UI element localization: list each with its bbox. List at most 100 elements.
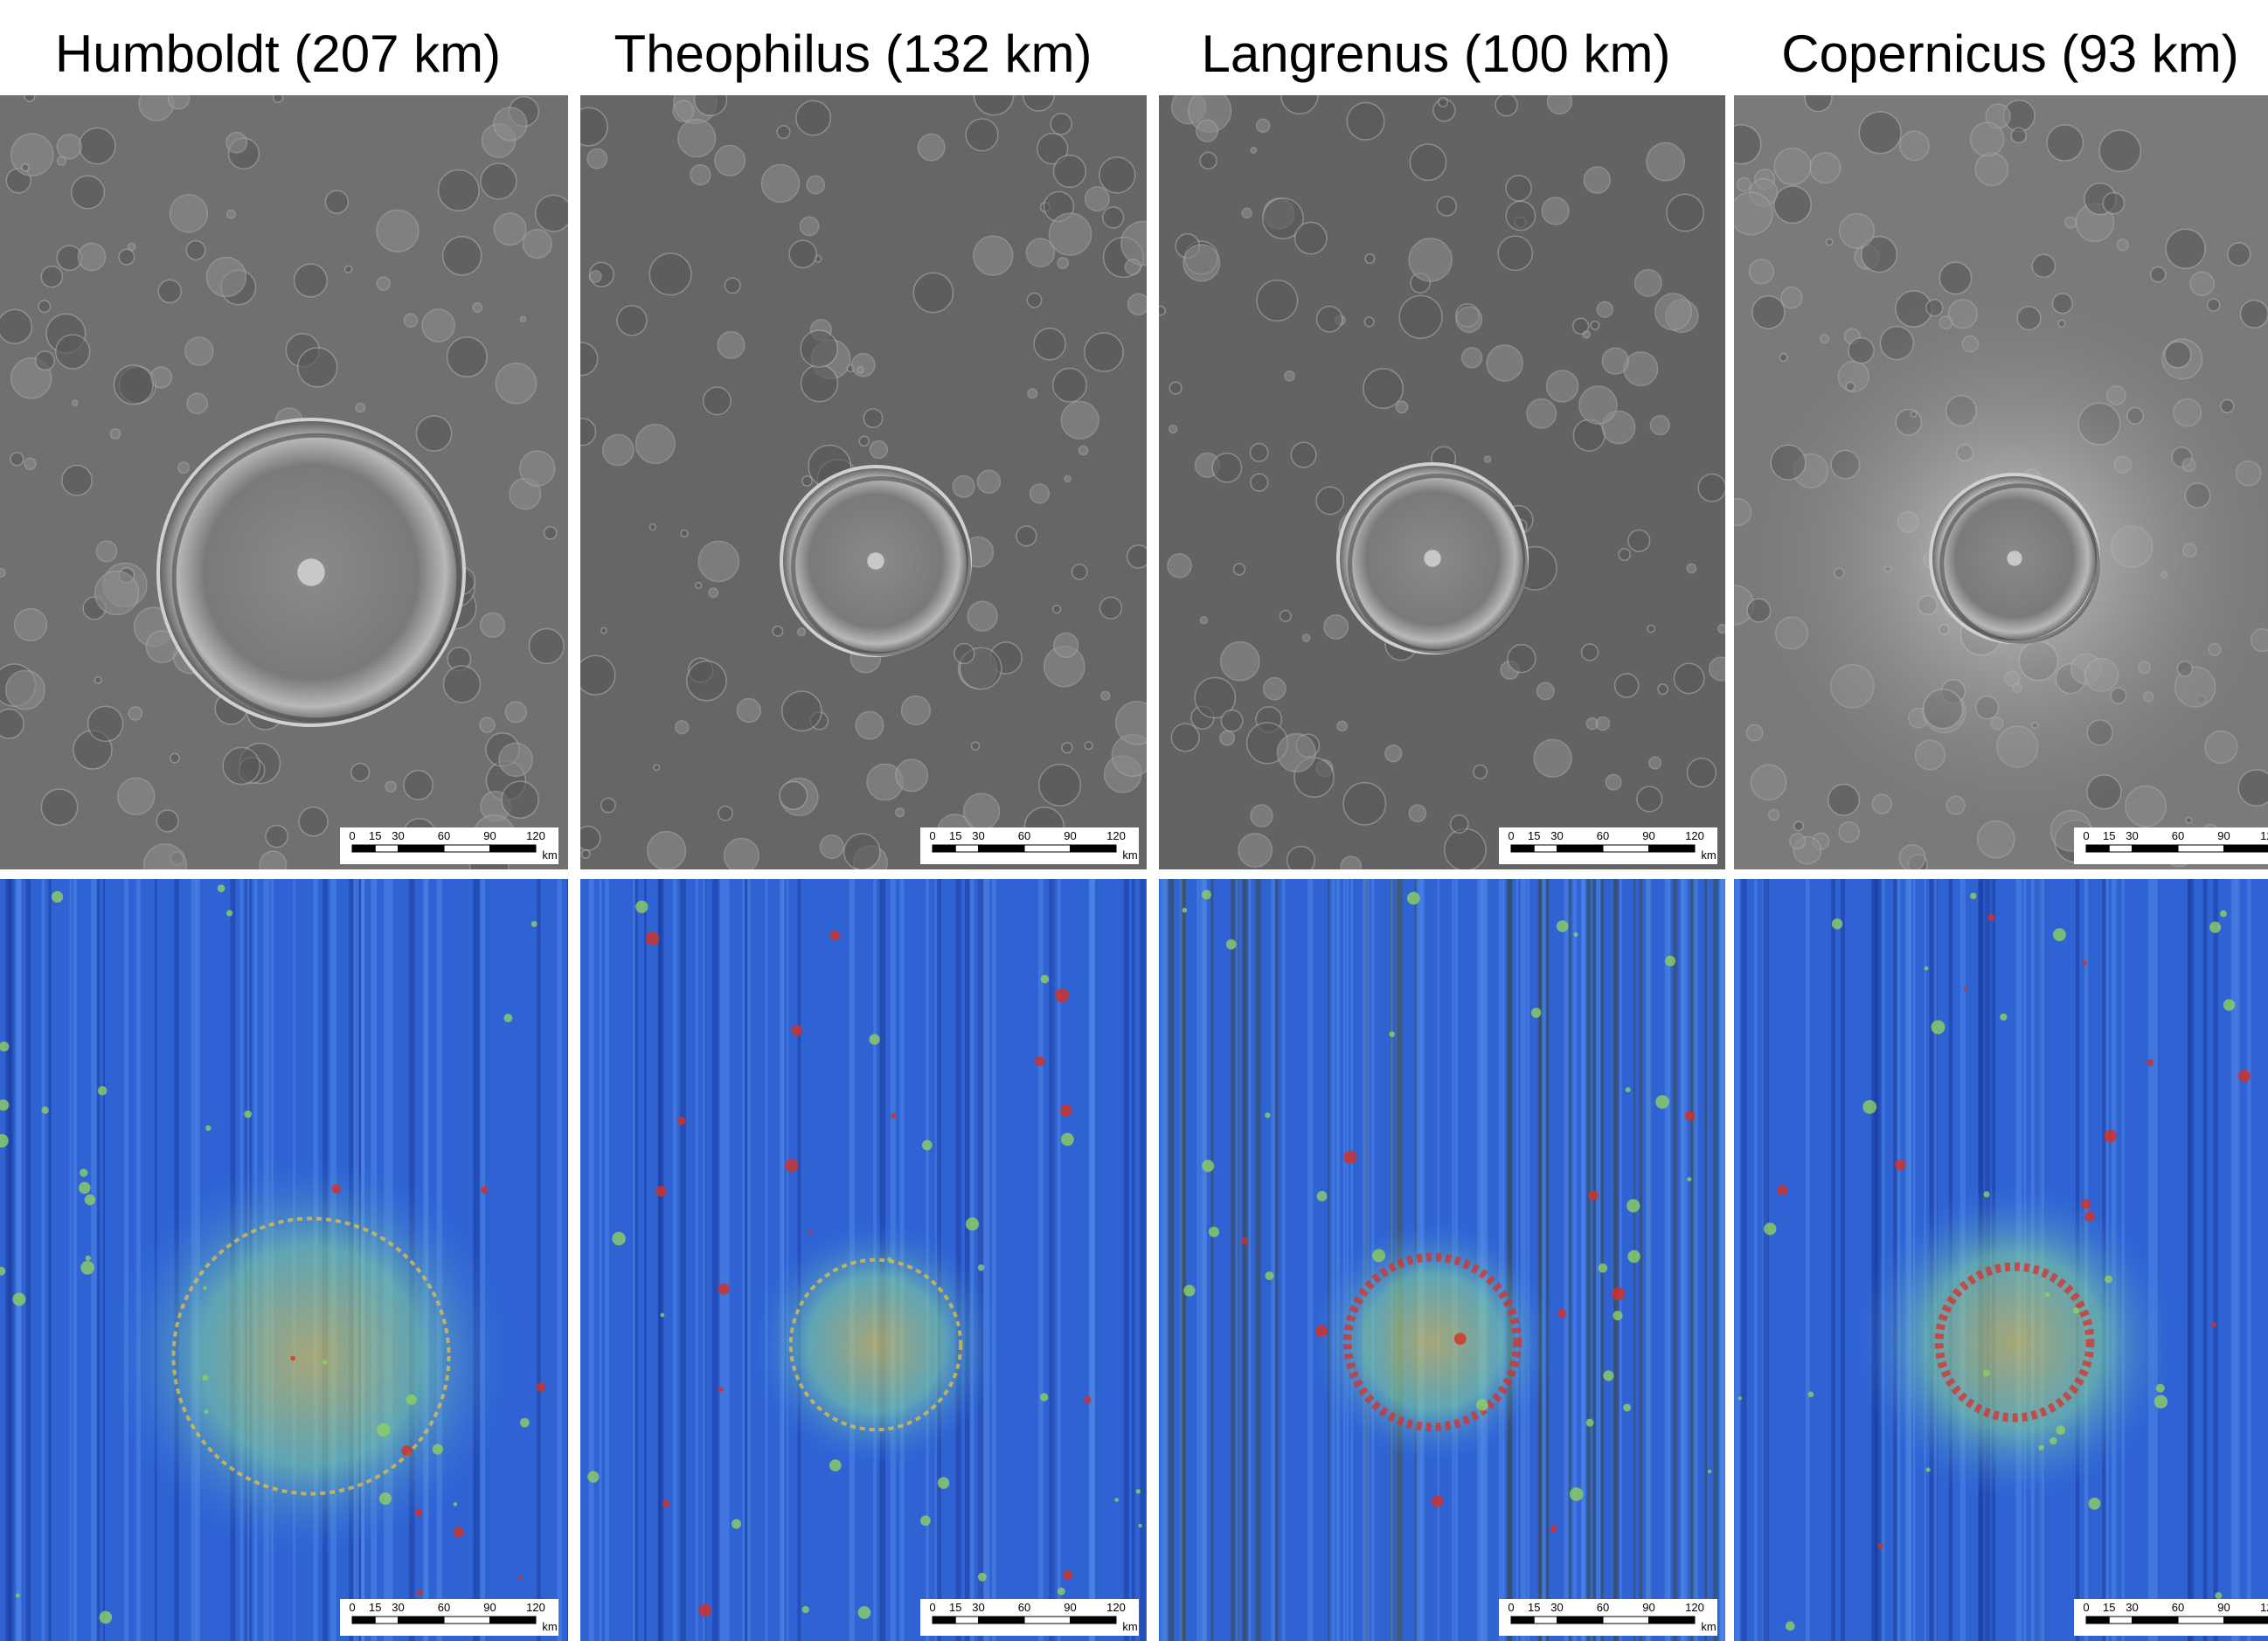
- stripe: [567, 879, 572, 1641]
- small-crater: [1341, 856, 1361, 876]
- small-crater: [977, 470, 1000, 493]
- small-crater: [1251, 474, 1268, 491]
- scale-tick-label: 120: [1685, 829, 1704, 842]
- scale-segment: [1071, 845, 1117, 852]
- stripe: [26, 879, 31, 1641]
- scale-tick-label: 30: [2126, 829, 2138, 842]
- page: Humboldt (207 km)015306090120km015306090…: [0, 0, 2268, 1641]
- small-crater: [1103, 207, 1124, 228]
- small-crater: [1439, 98, 1448, 107]
- central-peak: [2007, 550, 2022, 565]
- stripe: [1049, 879, 1054, 1641]
- small-crater: [974, 236, 1013, 275]
- scale-tick-label: 0: [1508, 829, 1514, 842]
- hot-spot: [1925, 1468, 1930, 1472]
- small-crater: [1498, 236, 1532, 270]
- scale-segment: [1534, 1617, 1557, 1624]
- small-crater: [1396, 401, 1407, 412]
- small-crater: [1774, 149, 1811, 185]
- small-crater: [78, 243, 105, 270]
- small-crater: [590, 271, 601, 282]
- hot-spot: [454, 1502, 458, 1506]
- small-crater: [1667, 194, 1703, 231]
- hot-spot: [677, 1117, 686, 1125]
- stripe: [1196, 879, 1199, 1641]
- stripe: [2213, 879, 2217, 1641]
- hot-spot: [966, 1217, 979, 1230]
- small-crater: [1474, 765, 1488, 779]
- small-crater: [687, 661, 726, 700]
- hot-spot: [332, 1184, 342, 1194]
- small-crater: [1324, 615, 1348, 639]
- hot-spot: [1557, 1309, 1566, 1318]
- small-crater: [95, 676, 101, 682]
- hot-spot: [323, 1360, 328, 1365]
- hot-spot: [1613, 1311, 1622, 1320]
- hot-spot: [203, 1286, 206, 1290]
- small-crater: [404, 771, 433, 800]
- small-crater: [499, 743, 532, 776]
- hot-spot: [2220, 911, 2227, 917]
- small-crater: [1121, 222, 1165, 266]
- stripe: [970, 879, 974, 1641]
- small-crater: [844, 834, 880, 869]
- small-crater: [1050, 213, 1092, 255]
- small-crater: [95, 571, 139, 615]
- hot-spot: [2050, 1437, 2056, 1444]
- small-crater: [1596, 717, 1609, 730]
- small-crater: [118, 778, 155, 814]
- stripe: [1693, 879, 1698, 1641]
- scale-tick-label: 30: [972, 1601, 984, 1614]
- scale-tick-label: 0: [349, 1601, 355, 1614]
- small-crater: [1127, 545, 1150, 568]
- small-crater: [1285, 371, 1294, 381]
- small-crater: [72, 176, 105, 209]
- hot-spot: [1041, 975, 1050, 984]
- small-crater: [1116, 702, 1159, 744]
- scale-segment: [352, 845, 375, 852]
- hot-spot: [1265, 1112, 1270, 1118]
- small-crater: [536, 195, 572, 232]
- small-crater: [601, 798, 615, 812]
- hot-spot: [858, 1606, 871, 1619]
- hot-spot: [2084, 1211, 2095, 1222]
- small-crater: [798, 628, 806, 636]
- small-crater: [1752, 296, 1785, 329]
- small-crater: [724, 838, 759, 873]
- optical-image: 015306090120km: [565, 76, 1165, 880]
- small-crater: [356, 404, 364, 412]
- small-crater: [709, 588, 718, 597]
- small-crater: [648, 832, 686, 870]
- scale-tick-label: 0: [2083, 1601, 2089, 1614]
- small-crater: [1316, 487, 1343, 514]
- small-crater: [1295, 222, 1327, 253]
- stripe: [1647, 879, 1652, 1641]
- scale-tick-label: 0: [929, 1601, 935, 1614]
- scale-segment: [352, 1617, 375, 1624]
- small-crater: [2208, 299, 2220, 311]
- hot-spot: [635, 901, 648, 913]
- small-crater: [576, 826, 600, 850]
- small-crater: [1710, 657, 1733, 681]
- stripe: [1564, 879, 1569, 1641]
- hot-spot: [2088, 1498, 2100, 1510]
- hot-spot: [1895, 1160, 1906, 1171]
- panel-title: Theophilus (132 km): [614, 24, 1092, 83]
- scale-segment: [1603, 845, 1649, 852]
- stripe: [2247, 879, 2251, 1641]
- scale-tick-label: 90: [2217, 1601, 2230, 1614]
- scale-tick-label: 60: [1018, 1601, 1030, 1614]
- small-crater: [1100, 597, 1122, 619]
- small-crater: [673, 100, 694, 121]
- hot-spot: [1476, 1399, 1488, 1411]
- small-crater: [10, 453, 24, 466]
- small-crater: [1591, 322, 1599, 330]
- small-crater: [1054, 156, 1086, 188]
- small-crater: [24, 92, 35, 102]
- small-crater: [1221, 710, 1243, 732]
- stripe: [1092, 879, 1095, 1641]
- small-crater: [1062, 743, 1072, 753]
- scale-segment: [955, 1617, 978, 1624]
- scale-tick-label: 30: [392, 1601, 404, 1614]
